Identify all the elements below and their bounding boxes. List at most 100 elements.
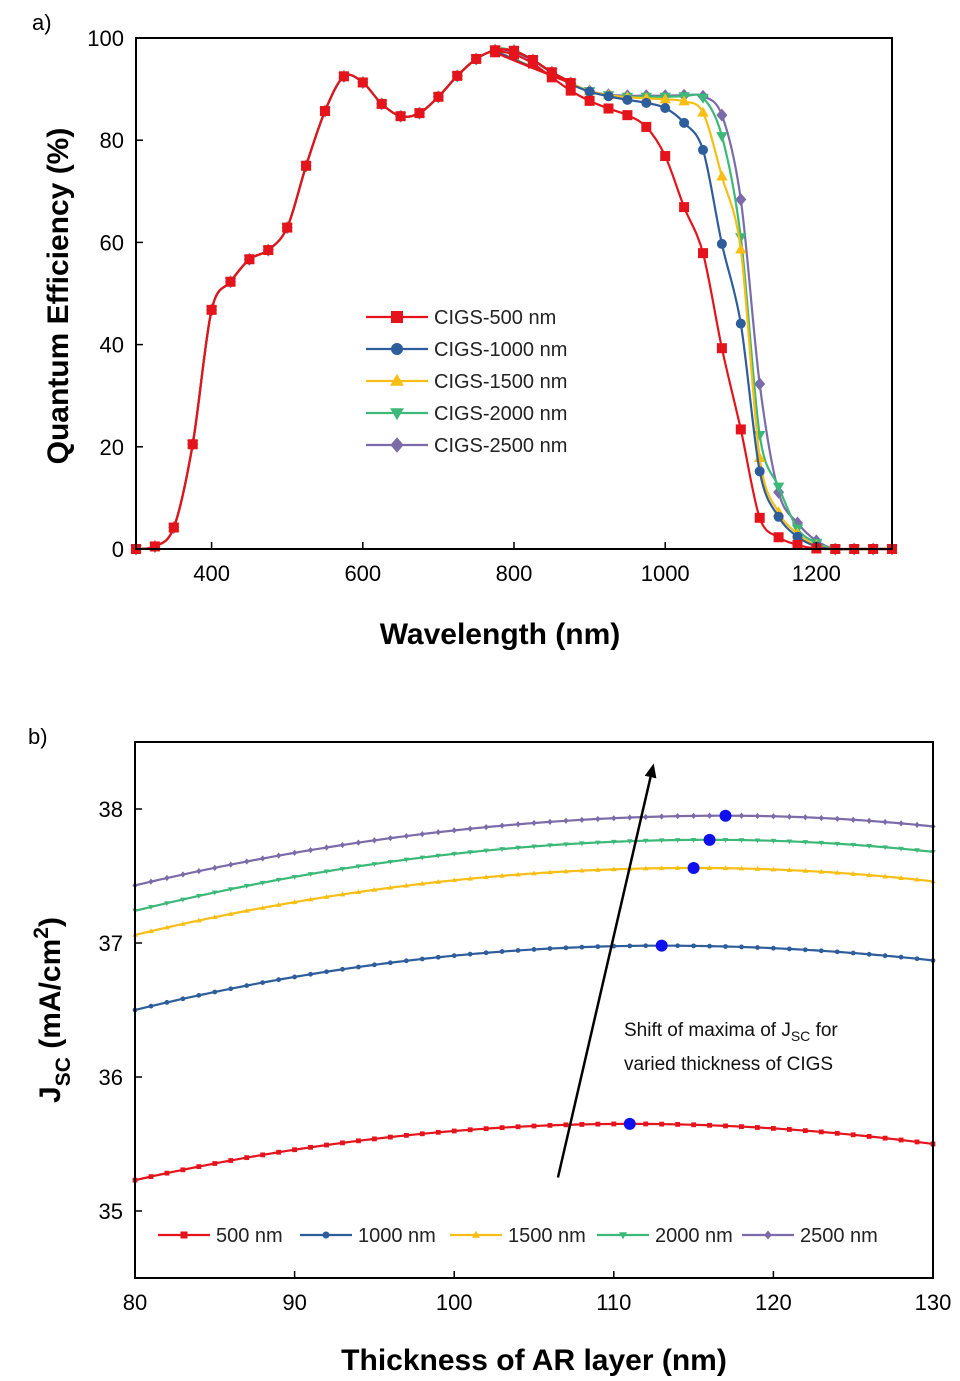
jsc-data-point (850, 816, 856, 823)
jsc-data-point (403, 832, 409, 840)
jsc-data-point (579, 841, 585, 847)
jsc-data-point (898, 846, 904, 852)
jsc-data-point (754, 812, 761, 820)
jsc-x-tick-label: 80 (123, 1290, 147, 1315)
jsc-data-point (627, 814, 633, 821)
jsc-data-point (355, 839, 362, 846)
jsc-data-point (515, 871, 521, 877)
qe-data-point (679, 202, 690, 213)
jsc-data-point (340, 966, 345, 972)
jsc-legend: 500 nm 1000 nm 1500 nm 2000 nm 2500 nm (158, 1225, 878, 1247)
jsc-data-point (419, 830, 425, 838)
jsc-data-point (802, 1128, 808, 1134)
qe-legend-marker (390, 408, 404, 421)
jsc-data-point (483, 1126, 489, 1132)
jsc-data-point (515, 948, 521, 953)
jsc-data-point (755, 1125, 760, 1130)
qe-data-point (527, 58, 538, 69)
jsc-data-point (850, 950, 856, 956)
jsc-data-point (180, 921, 186, 926)
jsc-data-point (531, 870, 537, 876)
qe-x-tick-label: 400 (193, 561, 230, 586)
jsc-data-point (898, 875, 904, 880)
jsc-data-point (387, 859, 394, 865)
jsc-data-point (531, 947, 537, 952)
jsc-data-point (914, 956, 920, 962)
jsc-data-point (244, 1155, 250, 1161)
jsc-data-point (643, 943, 649, 949)
qe-data-point (584, 86, 595, 97)
jsc-data-point (483, 874, 489, 880)
jsc-data-point (435, 954, 441, 960)
jsc-data-point (324, 1142, 329, 1148)
jsc-data-point (451, 953, 457, 959)
jsc-data-point (850, 842, 856, 848)
jsc-data-point (595, 815, 601, 823)
jsc-data-point (372, 1136, 377, 1142)
jsc-data-point (754, 866, 761, 871)
jsc-data-point (164, 874, 170, 882)
jsc-data-point (802, 840, 809, 845)
qe-y-tick-label: 100 (87, 26, 124, 51)
jsc-data-point (403, 882, 410, 888)
jsc-data-point (228, 887, 234, 893)
qe-data-point (698, 144, 708, 155)
jsc-data-point (802, 947, 808, 953)
jsc-legend-marker (322, 1231, 330, 1239)
jsc-data-point (914, 1139, 920, 1145)
jsc-data-point (419, 855, 426, 861)
jsc-data-point (515, 821, 521, 828)
jsc-data-point (818, 814, 824, 822)
jsc-data-point (834, 869, 840, 875)
qe-data-point (716, 108, 728, 122)
jsc-data-point (419, 880, 426, 886)
qe-legend: CIGS-500 nm CIGS-1000 nm CIGS-1500 nm CIGS-… (366, 307, 567, 457)
qe-x-axis-title: Wavelength (nm) (380, 618, 621, 651)
jsc-legend-label: 1500 nm (508, 1225, 586, 1247)
jsc-data-point (148, 878, 154, 885)
jsc-data-point (180, 1167, 186, 1173)
jsc-data-point (802, 814, 808, 821)
panel-label-b: b) (28, 724, 48, 749)
qe-data-point (584, 95, 595, 106)
jsc-data-point (866, 951, 872, 957)
jsc-data-point (212, 914, 218, 920)
jsc-data-point (611, 815, 617, 822)
jsc-data-point (547, 946, 553, 951)
jsc-data-point (451, 851, 457, 857)
qe-data-point (565, 77, 576, 88)
jsc-data-point (515, 845, 521, 851)
jsc-data-point (802, 867, 809, 873)
jsc-maximum-marker (703, 833, 716, 846)
jsc-data-point (148, 905, 154, 910)
qe-legend-marker (390, 373, 404, 386)
jsc-data-point (611, 839, 617, 845)
jsc-data-point (786, 946, 792, 952)
jsc-maximum-marker (719, 809, 732, 822)
qe-data-point (678, 95, 690, 106)
jsc-x-tick-label: 120 (755, 1290, 792, 1315)
jsc-data-point (707, 943, 712, 949)
jsc-data-point (164, 901, 170, 907)
jsc-data-point (244, 983, 250, 989)
qe-y-tick-label: 20 (100, 435, 124, 460)
qe-y-tick-label: 80 (100, 128, 124, 153)
jsc-data-point (467, 825, 473, 832)
jsc-x-axis-title: Thickness of AR layer (nm) (341, 1344, 727, 1377)
qe-data-point (244, 254, 255, 265)
qe-data-point (697, 93, 709, 104)
jsc-legend-label: 1000 nm (358, 1225, 436, 1247)
jsc-data-point (690, 812, 697, 820)
qe-legend-marker (391, 343, 403, 355)
qe-data-point (660, 103, 671, 114)
jsc-data-point (866, 872, 872, 878)
jsc-data-point (403, 958, 409, 964)
jsc-data-point (755, 945, 760, 950)
jsc-data-point (276, 977, 282, 983)
jsc-y-tick-label: 35 (99, 1199, 123, 1224)
jsc-data-point (706, 812, 713, 819)
jsc-data-point (371, 862, 378, 867)
jsc-data-point (914, 876, 920, 882)
jsc-data-point (675, 943, 681, 949)
jsc-data-point (275, 877, 282, 883)
